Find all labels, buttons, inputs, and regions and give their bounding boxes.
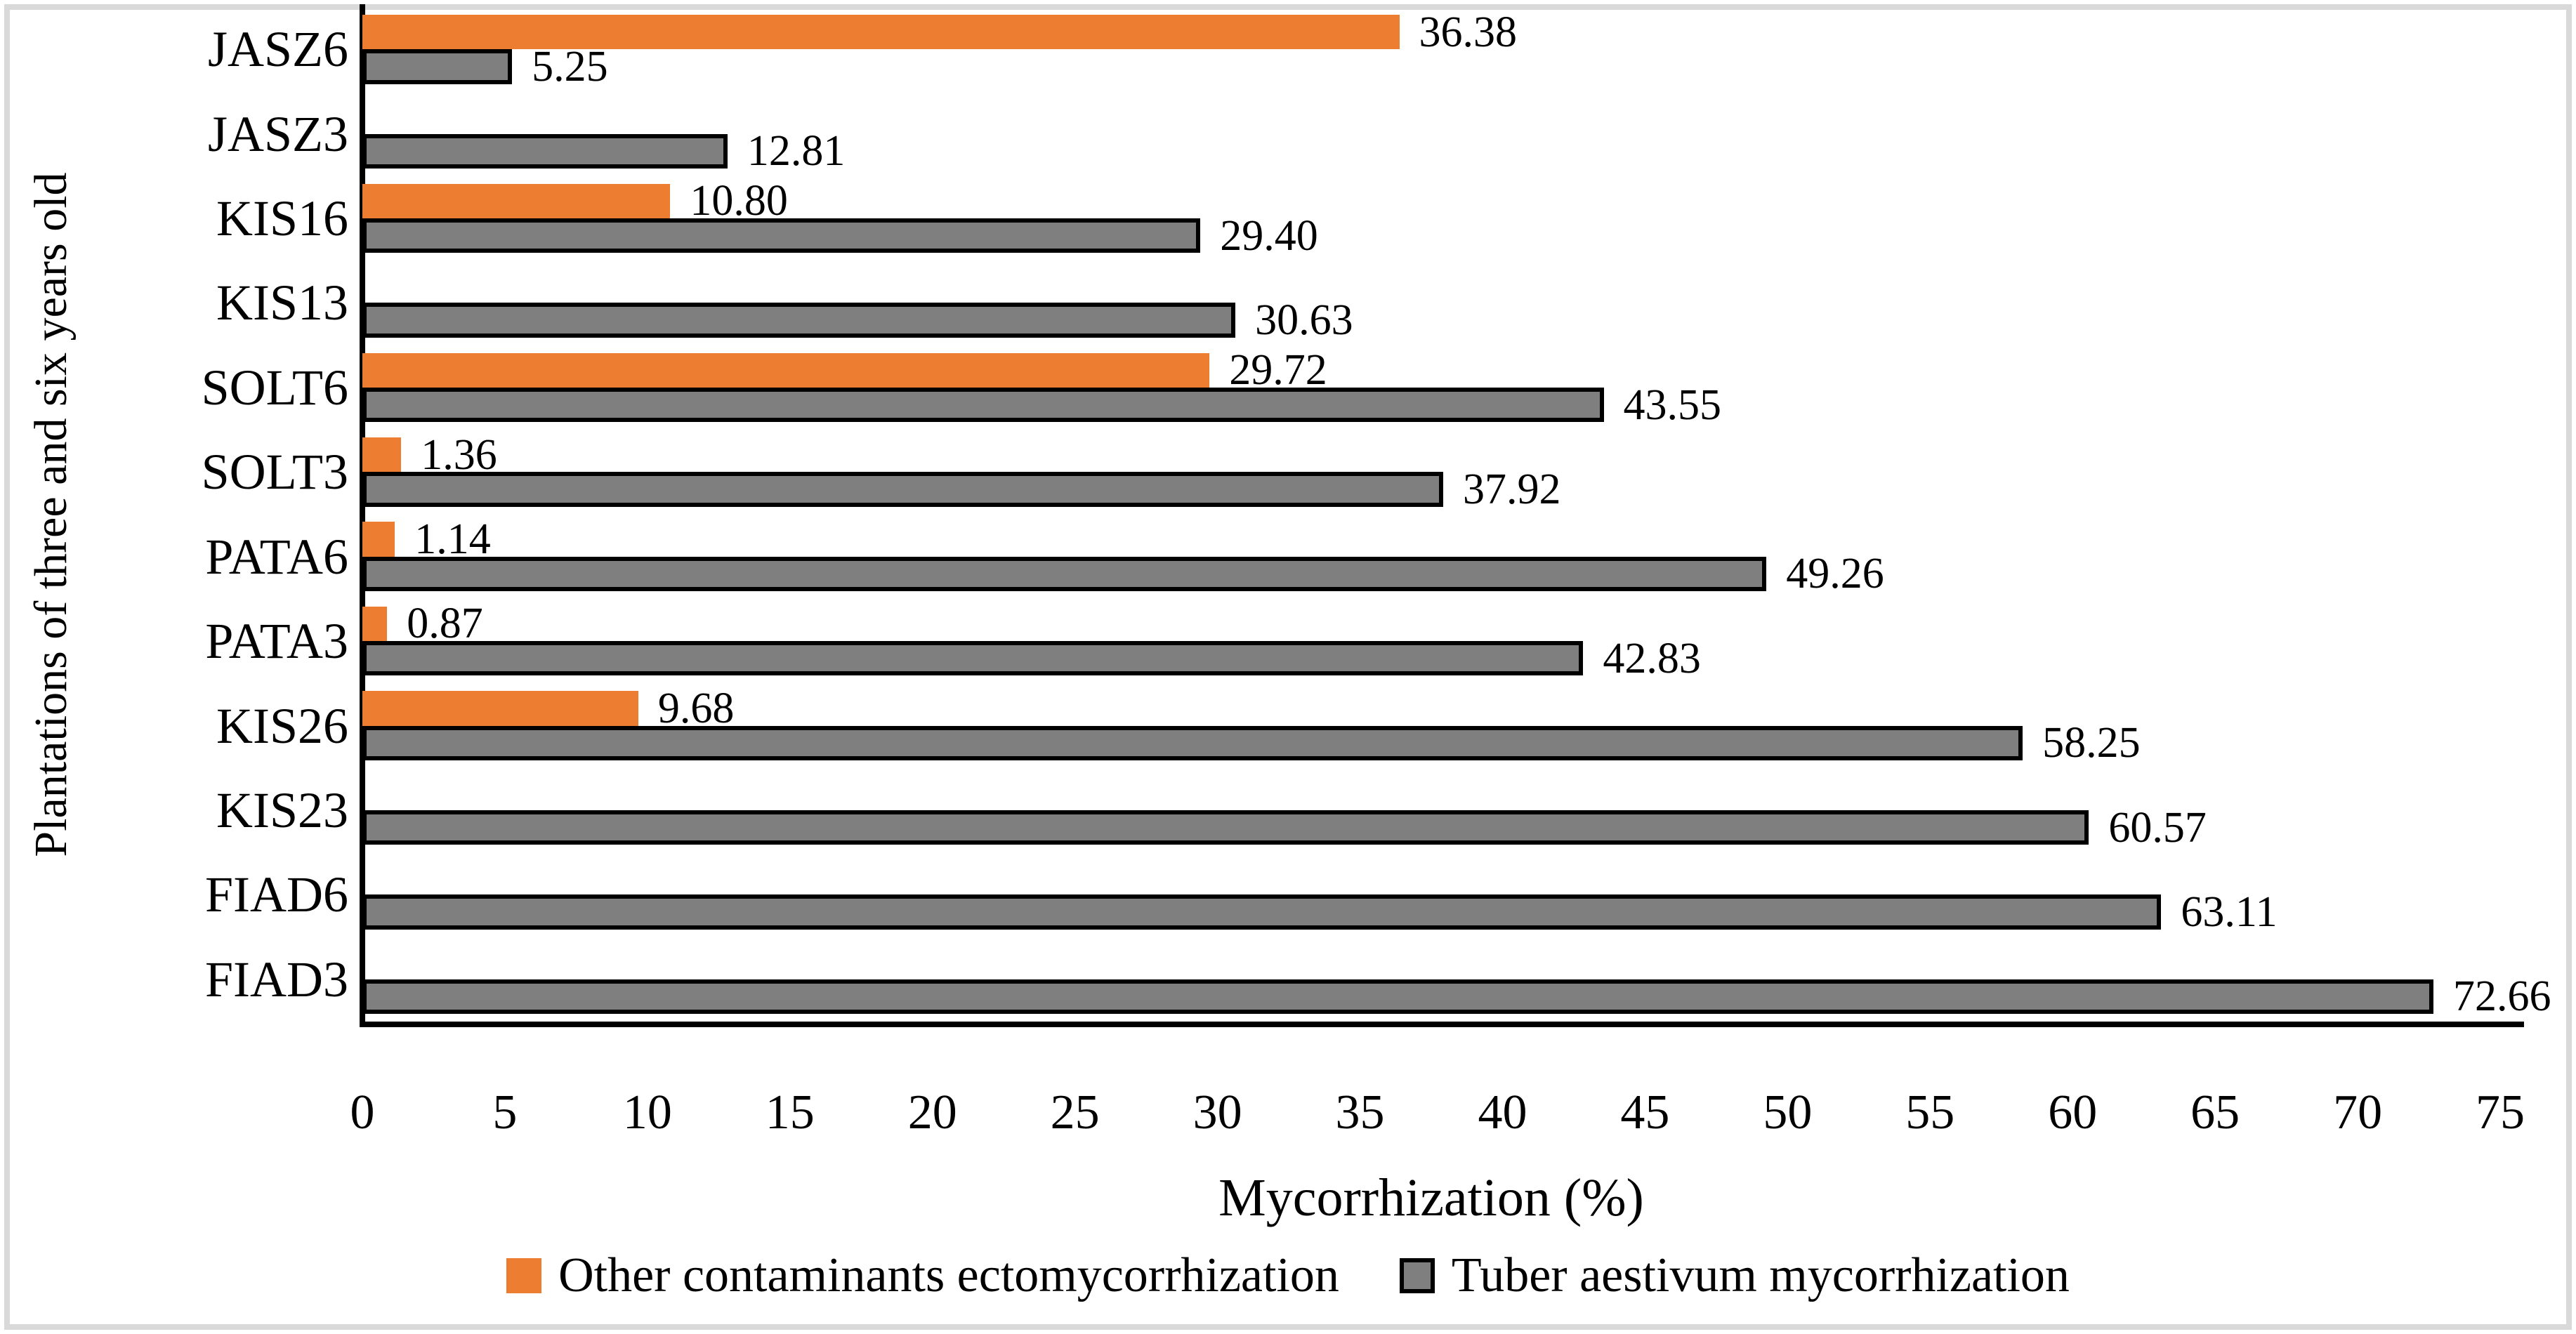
legend-item-other-contaminants: Other contaminants ectomycorrhization xyxy=(506,1251,1339,1300)
legend-label: Tuber aestivum mycorrhization xyxy=(1451,1248,2070,1302)
bar-value-label: 1.14 xyxy=(414,515,491,564)
bar-tuber-aestivum-SOLT3 xyxy=(362,472,1444,507)
bar-value-label: 42.83 xyxy=(1603,634,1701,682)
x-tick-label: 60 xyxy=(2048,1085,2098,1140)
bar-tuber-aestivum-FIAD6 xyxy=(362,894,2162,930)
category-label: KIS26 xyxy=(216,697,348,754)
bar-value-label: 49.26 xyxy=(1786,550,1884,598)
bar-tuber-aestivum-KIS16 xyxy=(362,218,1201,253)
x-tick-label: 15 xyxy=(765,1085,815,1140)
bar-tuber-aestivum-JASZ6 xyxy=(362,49,513,84)
legend-label: Other contaminants ectomycorrhization xyxy=(558,1248,1339,1302)
bar-value-label: 29.40 xyxy=(1220,211,1318,260)
bar-value-label: 0.87 xyxy=(407,600,483,648)
category-label: SOLT6 xyxy=(201,359,348,416)
bar-value-label: 37.92 xyxy=(1463,465,1561,513)
bar-value-label: 10.80 xyxy=(690,177,788,225)
x-tick-label: 20 xyxy=(907,1085,957,1140)
category-label: KIS23 xyxy=(216,781,348,838)
bar-other-contaminants-KIS26 xyxy=(362,691,638,726)
bar-value-label: 30.63 xyxy=(1255,296,1353,345)
x-tick-label: 30 xyxy=(1192,1085,1242,1140)
x-tick-label: 65 xyxy=(2190,1085,2240,1140)
value-axis-line-vertical xyxy=(360,4,365,1027)
bar-value-label: 72.66 xyxy=(2453,972,2551,1021)
x-tick-label: 55 xyxy=(1905,1085,1955,1140)
legend-swatch-gray-icon xyxy=(1399,1258,1435,1293)
category-label: PATA3 xyxy=(205,613,348,670)
bar-value-label: 12.81 xyxy=(747,127,846,176)
bar-other-contaminants-JASZ6 xyxy=(362,14,1400,50)
bar-other-contaminants-KIS16 xyxy=(362,183,671,219)
bar-tuber-aestivum-FIAD3 xyxy=(362,979,2434,1015)
bar-tuber-aestivum-PATA3 xyxy=(362,641,1584,676)
category-label: FIAD3 xyxy=(204,951,348,1008)
bar-value-label: 60.57 xyxy=(2108,803,2207,852)
bar-value-label: 63.11 xyxy=(2181,888,2278,937)
x-axis-title: Mycorrhization (%) xyxy=(1218,1168,1644,1227)
bar-tuber-aestivum-KIS26 xyxy=(362,725,2023,760)
x-tick-label: 25 xyxy=(1050,1085,1100,1140)
legend: Other contaminants ectomycorrhization Tu… xyxy=(0,1251,2576,1300)
x-tick-label: 75 xyxy=(2476,1085,2525,1140)
bar-tuber-aestivum-JASZ3 xyxy=(362,133,728,169)
bar-value-label: 9.68 xyxy=(657,684,735,732)
x-tick-label: 10 xyxy=(622,1085,672,1140)
category-label: KIS16 xyxy=(216,190,348,247)
bar-value-label: 1.36 xyxy=(421,430,497,479)
legend-item-tuber-aestivum: Tuber aestivum mycorrhization xyxy=(1399,1248,2070,1302)
category-label: PATA6 xyxy=(205,528,348,585)
bar-tuber-aestivum-KIS13 xyxy=(362,303,1236,338)
bar-other-contaminants-PATA6 xyxy=(362,522,395,557)
x-tick-label: 5 xyxy=(492,1085,518,1140)
x-tick-label: 45 xyxy=(1620,1085,1670,1140)
bar-value-label: 5.25 xyxy=(532,42,608,91)
category-axis-line-horizontal xyxy=(360,1022,2524,1027)
x-tick-label: 50 xyxy=(1763,1085,1813,1140)
bar-other-contaminants-SOLT6 xyxy=(362,352,1210,388)
bar-value-label: 58.25 xyxy=(2042,719,2141,767)
category-label: JASZ3 xyxy=(207,105,348,162)
category-label: SOLT3 xyxy=(201,444,348,501)
bar-value-label: 43.55 xyxy=(1623,381,1722,429)
bar-value-label: 29.72 xyxy=(1229,346,1327,395)
x-tick-label: 0 xyxy=(350,1085,375,1140)
bar-tuber-aestivum-PATA6 xyxy=(362,556,1767,592)
x-tick-label: 40 xyxy=(1478,1085,1527,1140)
bar-other-contaminants-SOLT3 xyxy=(362,437,402,473)
bar-value-label: 36.38 xyxy=(1419,8,1518,56)
bar-tuber-aestivum-KIS23 xyxy=(362,810,2089,845)
x-tick-label: 35 xyxy=(1335,1085,1385,1140)
category-label: KIS13 xyxy=(216,275,348,331)
category-label: JASZ6 xyxy=(207,21,348,78)
x-tick-label: 70 xyxy=(2333,1085,2383,1140)
bar-tuber-aestivum-SOLT6 xyxy=(362,387,1604,423)
bar-other-contaminants-PATA3 xyxy=(362,606,388,642)
legend-swatch-orange-icon xyxy=(506,1258,542,1293)
category-label: FIAD6 xyxy=(204,866,348,923)
